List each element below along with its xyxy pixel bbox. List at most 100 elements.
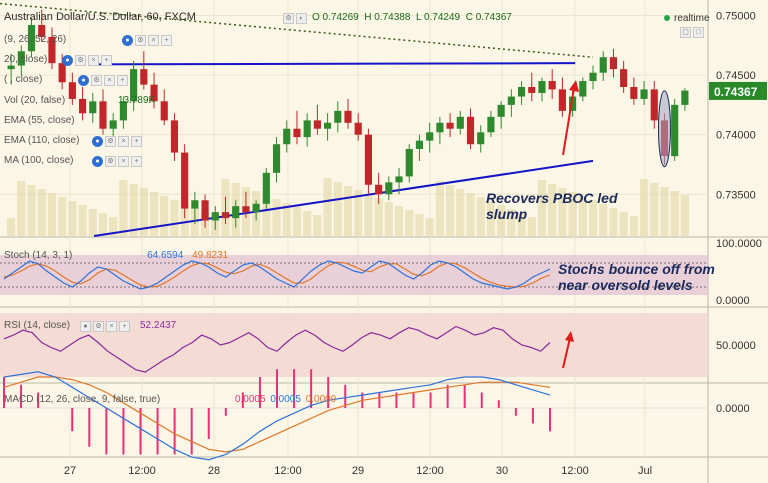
annotation-stochs-line1: Stochs bounce off from: [558, 261, 715, 277]
legend-ema-bb2[interactable]: ( , close): [4, 74, 42, 85]
volume-bar: [527, 217, 536, 236]
candle-body: [89, 101, 97, 114]
legend-volume[interactable]: Vol (20, false) 13.789K: [4, 95, 155, 106]
settings-icon[interactable]: ⚙: [135, 35, 146, 46]
legend-stoch-k: 64.6594: [147, 250, 184, 261]
settings-icon[interactable]: ⚙: [93, 321, 104, 332]
settings-icon[interactable]: ⚙: [105, 136, 116, 147]
trendline-support: [93, 159, 594, 237]
rsi-value: 52.2437: [140, 320, 177, 331]
volume-bar: [374, 198, 383, 236]
candle-body: [477, 132, 485, 145]
hide-icon[interactable]: ◐: [296, 13, 307, 24]
candle-body: [579, 81, 587, 97]
close-icon[interactable]: ×: [88, 55, 99, 66]
last-price-label: 0.74367: [714, 85, 758, 99]
volume-bar: [78, 205, 87, 236]
volume-bar: [405, 210, 414, 236]
volume-bar: [486, 201, 496, 236]
pane-window-icon[interactable]: ▢: [680, 27, 691, 38]
candle-body: [27, 25, 36, 52]
more-icon[interactable]: +: [161, 35, 172, 46]
candle-body: [630, 87, 638, 99]
volume-bar: [333, 182, 342, 236]
candle-body: [548, 81, 556, 90]
close-icon[interactable]: ×: [104, 75, 115, 86]
stoch-k-line: [3, 260, 551, 290]
candle-body: [395, 176, 403, 183]
more-icon[interactable]: +: [119, 321, 130, 332]
candle-body: [78, 98, 87, 114]
close-icon[interactable]: ×: [148, 35, 159, 46]
volume-bar: [7, 218, 16, 236]
volume-bar: [517, 213, 526, 236]
eye-icon[interactable]: ●: [92, 136, 103, 147]
legend-volume-value: 13.789K: [117, 95, 156, 106]
realtime-dot-icon: [664, 15, 670, 21]
symbol-line: Australian Dollar/U.S. Dollar, 60, FXCM: [4, 11, 196, 23]
legend-stoch-label: Stoch (14, 3, 1): [4, 250, 73, 261]
more-icon[interactable]: +: [101, 55, 112, 66]
eye-icon[interactable]: ●: [122, 35, 133, 46]
trendline-upper: [91, 62, 576, 66]
trendline-resistance: [0, 2, 594, 58]
candle-body: [650, 89, 658, 121]
volume-bar: [109, 217, 118, 236]
annotation-pboc-line2: slump: [486, 206, 528, 222]
candle-body: [109, 120, 117, 129]
more-icon[interactable]: +: [131, 156, 142, 167]
legend-ema110[interactable]: EMA (110, close): [4, 135, 79, 146]
macd-value-1: 0.0005: [234, 394, 266, 405]
legend-ma100[interactable]: MA (100, close): [4, 155, 73, 166]
legend-rsi-label: RSI (14, close): [4, 320, 71, 331]
settings-icon[interactable]: ⚙: [283, 13, 294, 24]
more-icon[interactable]: +: [131, 136, 142, 147]
legend-rsi[interactable]: RSI (14, close): [4, 320, 70, 331]
legend-ichimoku[interactable]: (9, 26, 52, 26): [4, 34, 66, 45]
legend-volume-label: Vol (20, false): [4, 95, 66, 106]
candle-body: [160, 101, 168, 121]
time-tick-label: 30: [496, 465, 508, 477]
candle-body: [313, 120, 321, 129]
close-icon[interactable]: ×: [118, 156, 129, 167]
candle-body: [181, 152, 189, 209]
eye-icon[interactable]: ●: [80, 321, 91, 332]
more-icon[interactable]: +: [117, 75, 128, 86]
annotation-pboc-line1: Recovers PBOC led: [486, 190, 618, 206]
eye-icon[interactable]: ●: [62, 55, 73, 66]
legend-bb[interactable]: 20, close): [4, 54, 47, 65]
candle-body: [7, 65, 15, 70]
volume-bar: [303, 211, 312, 236]
annotation-stochs: Stochs bounce off from near oversold lev…: [558, 261, 715, 293]
eye-icon[interactable]: ●: [78, 75, 89, 86]
settings-icon[interactable]: ⚙: [91, 75, 102, 86]
volume-bar: [588, 200, 598, 236]
settings-icon[interactable]: ⚙: [75, 55, 86, 66]
volume-bar: [323, 178, 332, 236]
close-icon[interactable]: ×: [118, 136, 129, 147]
candle-body: [507, 96, 515, 105]
price-tick-label: 0.73500: [716, 189, 756, 201]
volume-bar: [160, 196, 169, 236]
close-icon[interactable]: ×: [106, 321, 117, 332]
legend-stoch[interactable]: Stoch (14, 3, 1) 64.6594 49.8231: [4, 250, 228, 261]
volume-bar: [425, 218, 434, 236]
volume-bar: [650, 183, 659, 236]
legend-ema55[interactable]: EMA (55, close): [4, 115, 75, 126]
candle-body: [671, 104, 679, 157]
volume-bar: [660, 187, 669, 236]
candle-body: [140, 69, 148, 85]
eye-icon[interactable]: ●: [92, 156, 103, 167]
candle-body: [211, 212, 219, 221]
pane-maximize-icon[interactable]: □: [693, 27, 704, 38]
stoch-d-line: [3, 261, 551, 288]
price-tick-label: 0.75000: [716, 10, 756, 22]
volume-bar: [446, 185, 455, 236]
candle-body: [191, 200, 199, 209]
time-tick-label: 29: [352, 465, 364, 477]
legend-macd[interactable]: MACD (12, 26, close, 9, false, true) 0.0…: [4, 394, 336, 405]
volume-bar: [139, 188, 148, 236]
settings-icon[interactable]: ⚙: [105, 156, 116, 167]
